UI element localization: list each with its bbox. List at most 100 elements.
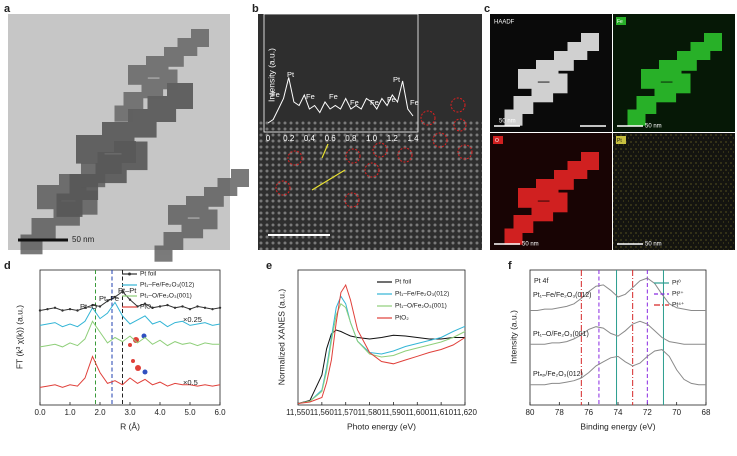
map-label: Fe (617, 19, 623, 25)
point (188, 307, 192, 311)
panel-label: c (484, 3, 490, 15)
point (38, 309, 42, 312)
y-axis-label: FT (k³ χ(k)) (a.u.) (14, 305, 24, 369)
x-axis-label: R (Å) (120, 421, 140, 431)
annotation: Fe (329, 92, 338, 101)
legend-label: Pt₁–Fe/Fe₂O₃(012) (395, 291, 449, 298)
point (106, 299, 109, 303)
x-tick-label: 76 (584, 408, 593, 417)
structure-icon (128, 333, 148, 375)
point (91, 303, 94, 307)
series-line (297, 283, 466, 404)
point (166, 303, 169, 307)
legend-label: Pt⁰ (672, 279, 681, 287)
x-tick-label: 6.0 (214, 408, 226, 417)
x-tick-label: 11,600 (405, 408, 429, 417)
series-line (530, 349, 706, 386)
scale-label: 50 nm (645, 242, 662, 248)
point (211, 307, 214, 311)
x-tick-label: 74 (614, 408, 623, 417)
x-axis-label: Binding energy (eV) (580, 421, 655, 431)
x-tick-label: 80 (526, 408, 535, 417)
series-line (297, 303, 466, 404)
eds-maps: HAADF Fe O Pt 50 nm 50 nm 50 nm 50 nm (490, 14, 735, 250)
x-tick-label: 78 (555, 408, 564, 417)
x-tick-label: 5.0 (184, 408, 196, 417)
x-tick-label: 11,570 (334, 408, 358, 417)
series-line (39, 301, 221, 328)
annotation: Pt–O (80, 302, 97, 311)
map-label: O (495, 138, 499, 144)
point (68, 307, 72, 311)
series-line (39, 320, 220, 348)
x-tick-label: 2.0 (94, 408, 106, 417)
x-tick-label: 72 (643, 408, 652, 417)
annotation: Fe (306, 92, 315, 101)
x-tick-label: 1.0 (366, 134, 378, 143)
point (181, 305, 184, 308)
legend-label: PtO₂ (395, 315, 409, 322)
map-label: HAADF (494, 20, 515, 26)
annotation: Fe (271, 90, 280, 99)
x-tick-label: 70 (672, 408, 681, 417)
point (76, 309, 79, 312)
x-tick-label: 68 (702, 408, 711, 417)
annotation: ×0.5 (183, 378, 198, 387)
x-tick-label: 0.6 (325, 134, 337, 143)
annotation: ×0.25 (183, 315, 202, 324)
x-tick-label: 0.0 (34, 408, 46, 417)
point (83, 306, 87, 309)
x-tick-label: 11,620 (453, 408, 477, 417)
series-line (267, 77, 414, 124)
point (98, 305, 102, 308)
subtitle: Pt 4f (534, 278, 548, 285)
point (143, 302, 147, 305)
panel-label: d (4, 260, 11, 272)
legend-label: Pt₁–Fe/Fe₂O₃(012) (140, 282, 194, 289)
x-tick-label: 11,580 (358, 408, 382, 417)
x-tick-label: 0.4 (304, 134, 316, 143)
sample-label: Ptₙₚ/Fe₂O₃(012) (533, 371, 583, 378)
point (151, 306, 154, 309)
annotation: Fe (350, 98, 359, 107)
legend-label: Pt₁–O/Fe₂O₃(001) (140, 293, 192, 300)
legend-label: Pt₁–O/Fe₂O₃(001) (395, 303, 447, 310)
point (61, 309, 64, 312)
y-axis-label: Normalized XANES (a.u.) (276, 289, 286, 386)
x-tick-label: 4.0 (154, 408, 166, 417)
point (218, 306, 222, 309)
annotation: Pt (393, 75, 401, 84)
legend-label: Pt foil (395, 279, 412, 286)
point (46, 307, 49, 311)
point (203, 306, 207, 309)
x-tick-label: 0.8 (345, 134, 357, 143)
point (196, 305, 199, 308)
sample-label: Pt₁–O/Fe₂O₃(001) (533, 331, 589, 338)
x-tick-label: 0.2 (283, 134, 295, 143)
map-label: Pt (617, 138, 622, 144)
x-tick-label: 11,550 (286, 408, 310, 417)
annotation: Pt–Pt (118, 286, 137, 295)
series-line (530, 320, 706, 345)
x-tick-label: 11,560 (310, 408, 334, 417)
sample-label: Pt₁–Fe/Fe₂O₃(012) (533, 292, 592, 299)
scale-label: 50 nm (522, 242, 539, 248)
annotation: Fe (387, 95, 396, 104)
legend-label: Pt foil (140, 271, 157, 278)
panel-label: e (266, 260, 272, 272)
legend-label: PtO₂ (140, 304, 154, 311)
y-axis-label: Intensity (a.u.) (508, 310, 518, 364)
x-tick-label: 0 (266, 134, 271, 143)
x-tick-label: 1.4 (407, 134, 419, 143)
x-tick-label: 11,590 (381, 408, 405, 417)
y-axis-label: Intensity (a.u.) (266, 48, 276, 102)
point (158, 305, 162, 308)
point (121, 290, 124, 293)
annotation: Pt (287, 70, 295, 79)
stem-image (258, 13, 482, 250)
x-axis-label: Photo energy (eV) (347, 421, 416, 431)
scale-label: 50 nm (645, 124, 662, 130)
series-line (530, 277, 706, 311)
legend-label: Pt⁴⁺ (672, 302, 685, 309)
point (128, 298, 132, 301)
